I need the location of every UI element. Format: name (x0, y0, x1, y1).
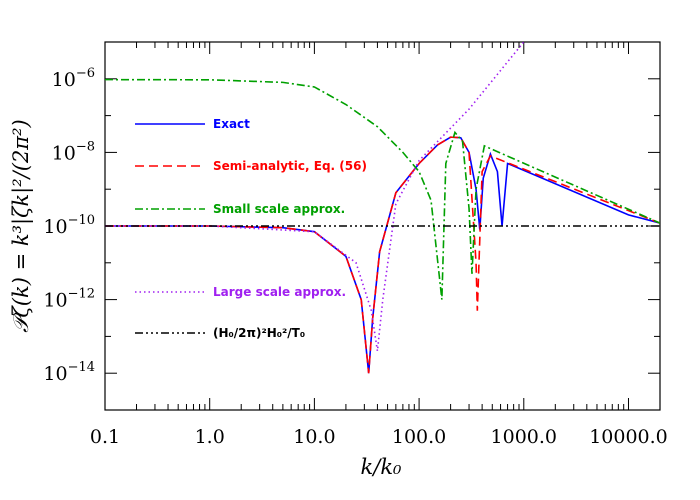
y-tick-label: 10−6 (52, 66, 95, 91)
y-tick-label: 10−10 (43, 213, 95, 238)
x-tick-label: 100.0 (392, 426, 446, 448)
series-line (105, 42, 525, 352)
x-tick-label: 0.1 (90, 426, 120, 448)
x-tick-labels: 0.1 1.0 10.0 100.0 1000.0 10000.0 (90, 426, 668, 448)
y-axis-label: 𝒫ζ(k) = k³|ζk|²/(2π²) (9, 119, 34, 332)
legend-label: (H₀/2π)²H₀²/T₀ (213, 326, 305, 340)
legend-label: Exact (213, 117, 250, 131)
y-tick-labels: 10−14 10−12 10−10 10−8 10−6 (43, 66, 95, 385)
series-line (105, 78, 660, 300)
legend-label: Small scale approx. (213, 202, 345, 216)
series-line (105, 136, 660, 374)
y-tick-label: 10−8 (52, 139, 95, 164)
legend: Exact Semi-analytic, Eq. (56) Small scale … (135, 117, 367, 340)
series-lines (105, 42, 660, 374)
x-tick-label: 10.0 (293, 426, 335, 448)
axis-ticks (104, 41, 661, 411)
x-tick-label: 1000.0 (491, 426, 557, 448)
x-tick-label: 1.0 (195, 426, 225, 448)
series-line (105, 136, 660, 374)
x-tick-label: 10000.0 (589, 426, 668, 448)
y-tick-label: 10−12 (43, 287, 95, 312)
x-axis-label: k/k₀ (361, 455, 403, 479)
y-tick-label: 10−14 (43, 360, 95, 385)
legend-label: Semi-analytic, Eq. (56) (213, 159, 367, 173)
legend-label: Large scale approx. (213, 285, 346, 299)
